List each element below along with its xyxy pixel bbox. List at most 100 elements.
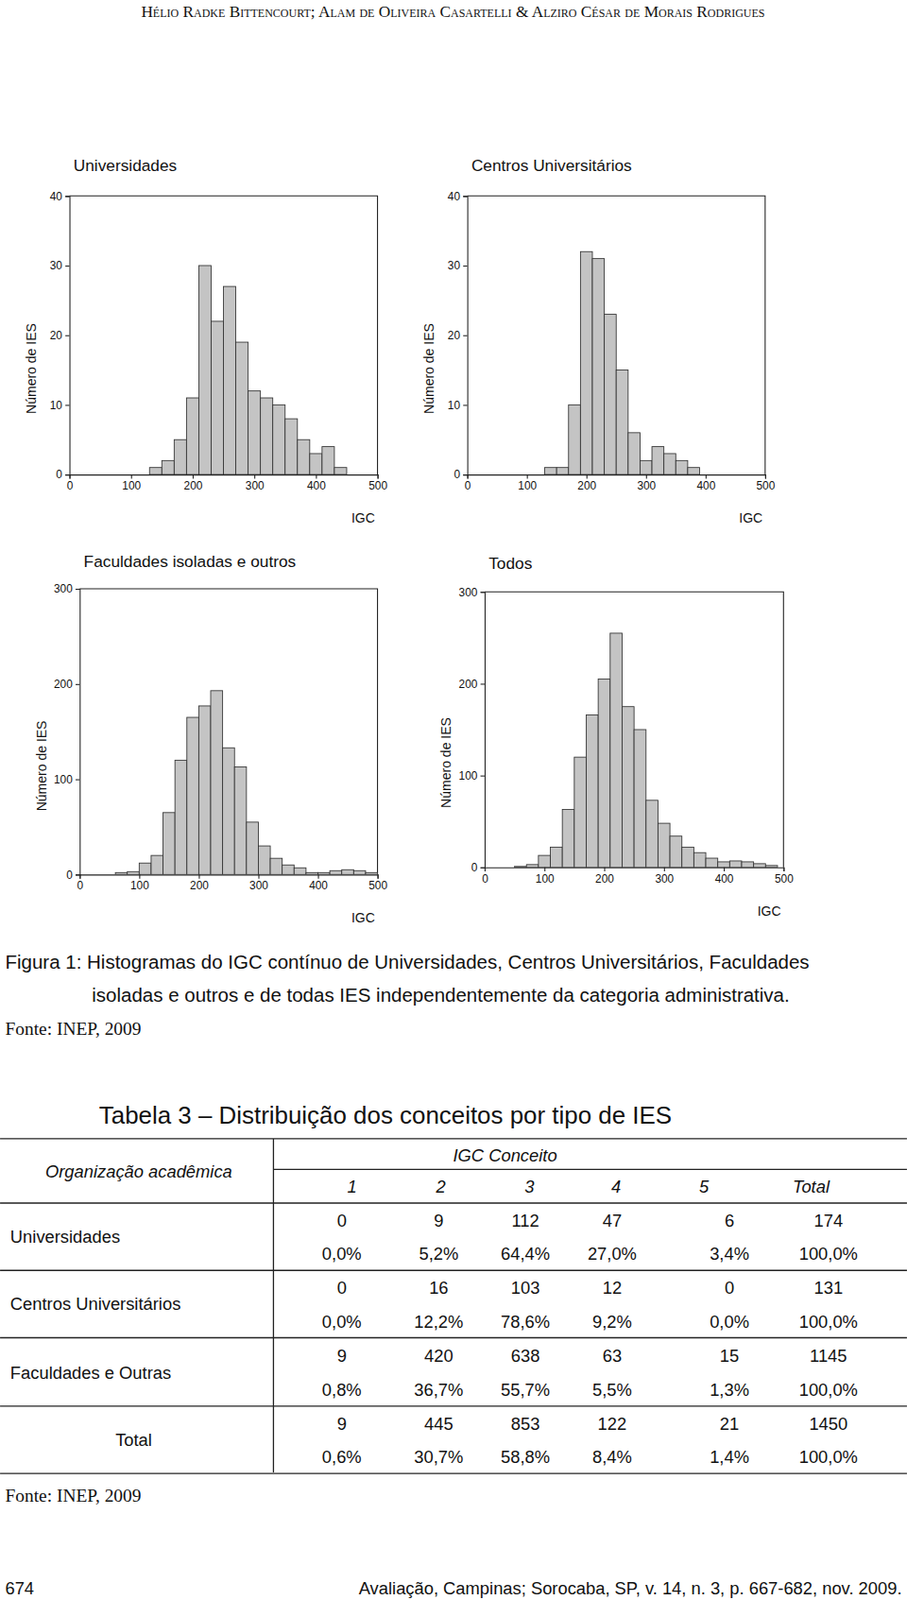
running-header: Hélio Radke Bittencourt; Alam de Oliveir… [140,2,765,21]
bar [329,870,343,874]
x-tick-mark [257,873,259,878]
table-cell: 1,4% [709,1446,750,1467]
bar [585,714,599,867]
table-column-group: IGC Conceito [452,1145,557,1165]
x-axis-title: IGC [757,903,782,919]
x-tick-label: 500 [368,878,388,892]
table-row-header: Organização acadêmica [45,1161,233,1181]
bar [556,467,569,475]
table-cell: 103 [511,1277,541,1298]
y-tick-label: 0 [66,868,73,882]
table-cell: 58,8% [500,1446,550,1467]
x-tick: 300 [249,873,269,892]
bar [514,865,528,867]
bar [687,467,701,475]
y-tick-label: 300 [53,581,73,596]
table-column-header: 5 [699,1176,710,1197]
table-cell: 6 [724,1210,735,1231]
bar [163,812,176,875]
bar [161,460,174,475]
x-tick-mark [544,867,546,872]
bar [342,869,355,874]
y-tick-label: 0 [453,467,461,481]
bar [621,706,634,868]
bar [741,861,754,868]
bar [705,857,719,868]
x-axis-line [484,867,784,872]
table-cell: 112 [511,1210,539,1231]
table-cell: 445 [424,1413,454,1434]
x-tick: 400 [307,474,326,493]
x-tick-mark [315,474,317,479]
bar [248,391,261,475]
y-tick: 100 [459,769,485,783]
bar [282,864,295,874]
bar [223,286,237,475]
y-tick: 20 [447,328,468,343]
bar [646,800,659,868]
y-tick-mark [462,404,467,406]
table-rule [0,1201,907,1203]
table-cell: 100,0% [799,1311,858,1332]
bar [664,453,677,475]
y-tick-mark [65,195,69,197]
table-cell: 122 [598,1413,628,1434]
table-row-label: Faculdades e Outras [10,1362,172,1383]
table-column-header: 4 [611,1176,621,1197]
table-row-label: Universidades [10,1226,120,1247]
bar [187,717,200,874]
table-cell: 27,0% [587,1243,637,1264]
x-axis-line [80,874,378,879]
bar [651,446,665,475]
page: Hélio Radke Bittencourt; Alam de Oliveir… [0,0,907,1600]
table-cell: 12 [602,1277,622,1298]
y-axis-title: Número de IES [421,323,437,414]
table-cell: 131 [813,1277,843,1298]
bar [353,870,366,874]
bar [198,705,211,874]
histogram: 0100200300400500010203040 [50,189,389,493]
y-tick: 40 [447,189,468,204]
table-column-header: Total [792,1176,831,1197]
x-tick-label: 200 [595,872,615,886]
x-axis-title: IGC [351,909,376,925]
x-tick: 200 [184,474,204,493]
table-cell: 0,0% [322,1243,362,1264]
bar [639,460,652,475]
table-rule [273,1168,907,1170]
bar [115,872,128,874]
table-cell: 8,4% [592,1446,633,1467]
table-cell: 16 [428,1277,448,1298]
y-axis-line [462,196,468,476]
table-cell: 47 [602,1210,622,1231]
x-tick-label: 400 [307,479,326,493]
y-tick-mark [462,335,467,337]
table-cell: 853 [511,1413,541,1434]
y-tick-mark [75,779,80,781]
x-axis-line [69,475,378,480]
x-tick-mark [603,867,605,872]
x-tick: 100 [535,867,555,886]
table-cell: 78,6% [500,1311,550,1332]
bar [270,857,283,874]
x-tick-label: 300 [249,878,269,892]
x-tick-label: 0 [77,878,85,892]
x-tick-mark [783,867,785,872]
bar [306,872,319,874]
y-tick-label: 20 [447,328,462,343]
plot-frame [484,591,784,868]
x-axis: 0100200300400500 [481,867,794,886]
y-tick-mark [462,474,467,476]
table-rule [0,1137,907,1139]
x-tick-label: 500 [755,479,775,493]
page-number: 674 [4,1577,35,1598]
table-cell: 420 [424,1345,454,1366]
table-cell: 638 [511,1345,541,1366]
x-tick-label: 400 [308,878,328,892]
bar [151,855,164,874]
table-cell: 100,0% [799,1243,858,1264]
bar [149,467,162,475]
table-column-header: 1 [346,1176,357,1197]
x-tick-label: 0 [464,479,472,493]
y-axis: 010203040 [447,189,468,482]
